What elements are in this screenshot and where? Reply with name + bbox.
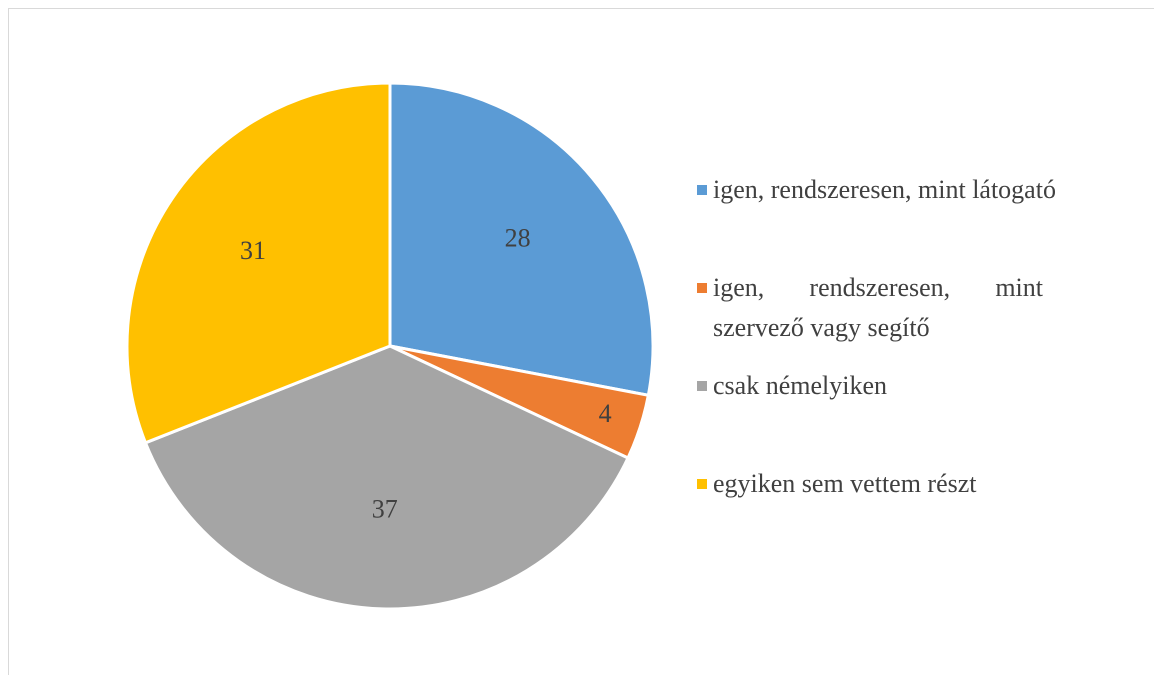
legend-item: igen, rendszeresen, mint szervező vagy s… bbox=[697, 268, 1043, 348]
legend-swatch bbox=[697, 479, 707, 489]
pie-slice bbox=[125, 81, 392, 445]
legend-label: csak némelyiken bbox=[713, 371, 887, 400]
legend-label: egyiken sem vettem részt bbox=[713, 469, 977, 498]
legend-item: igen, rendszeresen, mint látogató bbox=[697, 170, 1056, 210]
data-label: 31 bbox=[240, 236, 266, 265]
legend-swatch bbox=[697, 381, 707, 391]
legend-label: igen, rendszeresen, mint látogató bbox=[713, 175, 1056, 204]
pie-slice bbox=[388, 81, 655, 398]
data-label: 28 bbox=[505, 223, 531, 252]
pie-slice bbox=[143, 344, 630, 611]
legend-swatch bbox=[697, 283, 707, 293]
chart-frame bbox=[8, 8, 1154, 675]
legend-swatch bbox=[697, 185, 707, 195]
legend-label: igen, rendszeresen, mint szervező vagy s… bbox=[713, 273, 1043, 342]
legend-item: egyiken sem vettem részt bbox=[697, 464, 977, 504]
data-label: 4 bbox=[599, 399, 612, 428]
legend-item: csak némelyiken bbox=[697, 366, 887, 406]
data-label: 37 bbox=[372, 495, 398, 524]
